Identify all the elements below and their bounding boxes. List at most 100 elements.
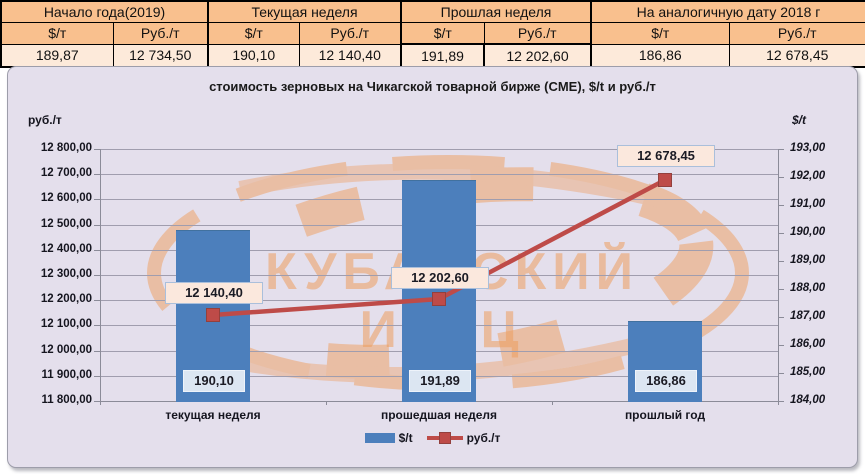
axis-tick	[778, 149, 784, 150]
line-marker	[432, 292, 446, 306]
unit-header-rub: Руб./т	[298, 22, 402, 45]
legend-label: руб./т	[466, 431, 501, 445]
left-tick-label: 12 700,00	[40, 167, 92, 179]
gridline	[100, 174, 778, 175]
axis-tick	[94, 225, 100, 226]
axis-tick	[326, 401, 327, 405]
chart-frame: стоимость зерновых на Чикагской товарной…	[7, 66, 858, 468]
value-usd: 186,86	[590, 43, 730, 68]
right-axis-caption: $/t	[792, 113, 807, 127]
bar-value-label: 191,89	[409, 370, 471, 392]
axis-tick	[94, 401, 100, 402]
axis-tick	[778, 345, 784, 346]
right-tick-label: 192,00	[790, 170, 826, 182]
chart-title: стоимость зерновых на Чикагской товарной…	[209, 79, 656, 94]
line-value-label: 12 678,45	[617, 145, 715, 167]
left-tick-label: 12 000,00	[40, 344, 92, 356]
axis-tick	[94, 174, 100, 175]
value-rub-highlighted: 12 202,60	[483, 43, 592, 68]
left-tick-label: 12 500,00	[40, 218, 92, 230]
unit-header-usd: $/т	[590, 22, 730, 45]
axis-tick	[778, 373, 784, 374]
left-tick-label: 12 100,00	[40, 318, 92, 330]
rub-line-series	[206, 173, 672, 322]
axis-tick	[778, 401, 779, 405]
left-tick-label: 12 300,00	[40, 268, 92, 280]
axis-tick	[94, 325, 100, 326]
left-tick-label: 11 800,00	[41, 394, 92, 406]
right-tick-label: 185,00	[790, 366, 826, 378]
bar-value-label: 190,10	[183, 370, 245, 392]
period-header: Начало года(2019)	[0, 0, 209, 23]
axis-tick	[94, 300, 100, 301]
unit-header-usd: $/т	[207, 22, 300, 45]
bar-swatch-icon	[364, 433, 395, 443]
summary-table: Начало года(2019) Текущая неделя Прошлая…	[0, 0, 865, 68]
category-label: прошедшая неделя	[380, 408, 498, 422]
axis-tick	[778, 317, 784, 318]
axis-tick	[778, 205, 784, 206]
unit-header-rub: Руб./т	[112, 22, 209, 45]
right-axis-line	[778, 149, 779, 401]
period-header: На аналогичную дату 2018 г	[589, 0, 865, 23]
value-rub: 12 678,45	[728, 43, 865, 68]
legend-label: $/t	[398, 431, 413, 445]
left-tick-label: 12 400,00	[40, 243, 92, 255]
value-rub: 12 140,40	[298, 43, 402, 68]
value-rub: 12 734,50	[112, 43, 209, 68]
axis-tick	[94, 250, 100, 251]
axis-tick	[94, 351, 100, 352]
axis-tick	[552, 401, 553, 405]
right-tick-label: 187,00	[790, 310, 826, 322]
axis-tick	[94, 199, 100, 200]
left-tick-label: 11 900,00	[41, 369, 92, 381]
legend: $/t руб./т	[8, 431, 857, 445]
axis-tick	[778, 261, 784, 262]
axis-tick	[778, 177, 784, 178]
left-axis-line	[100, 149, 101, 401]
value-usd: 190,10	[207, 43, 300, 68]
left-tick-label: 12 800,00	[40, 142, 92, 154]
axis-tick	[100, 401, 101, 405]
bar-previous-week	[402, 180, 476, 402]
axis-tick	[778, 289, 784, 290]
category-label: текущая неделя	[165, 408, 261, 422]
category-label: прошлый год	[624, 408, 706, 422]
unit-header-rub: Руб./т	[728, 22, 865, 45]
left-tick-label: 12 200,00	[40, 293, 92, 305]
left-tick-label: 12 600,00	[40, 192, 92, 204]
table-row: $/т Руб./т $/т Руб./т $/т Руб./т $/т Руб…	[0, 22, 865, 45]
line-marker	[658, 173, 672, 187]
axis-tick	[778, 401, 784, 402]
left-axis-caption: руб./т	[28, 113, 62, 127]
axis-tick	[94, 275, 100, 276]
period-header: Текущая неделя	[207, 0, 402, 23]
legend-item-bar: $/t	[364, 431, 413, 445]
axis-tick	[94, 376, 100, 377]
right-tick-label: 186,00	[790, 338, 826, 350]
right-tick-label: 189,00	[790, 254, 826, 266]
right-tick-label: 184,00	[790, 394, 826, 406]
right-tick-label: 193,00	[790, 142, 826, 154]
legend-item-line: руб./т	[426, 431, 501, 445]
value-usd: 189,87	[0, 43, 114, 68]
unit-header-rub: Руб./т	[483, 22, 592, 45]
value-usd-highlighted: 191,89	[400, 43, 485, 68]
gridline	[100, 149, 778, 150]
right-tick-label: 190,00	[790, 226, 826, 238]
axis-tick	[778, 233, 784, 234]
right-tick-label: 188,00	[790, 282, 826, 294]
bar-value-label: 186,86	[635, 370, 697, 392]
period-header: Прошлая неделя	[400, 0, 592, 23]
table-row: Начало года(2019) Текущая неделя Прошлая…	[0, 0, 865, 23]
unit-header-usd: $/т	[0, 22, 114, 45]
line-value-label: 12 202,60	[391, 267, 489, 289]
right-tick-label: 191,00	[790, 198, 826, 210]
line-marker	[206, 308, 220, 322]
line-value-label: 12 140,40	[165, 282, 263, 304]
table-row: 189,87 12 734,50 190,10 12 140,40 191,89…	[0, 43, 865, 68]
axis-tick	[94, 149, 100, 150]
unit-header-usd: $/т	[400, 22, 485, 45]
line-swatch-icon	[426, 432, 463, 444]
